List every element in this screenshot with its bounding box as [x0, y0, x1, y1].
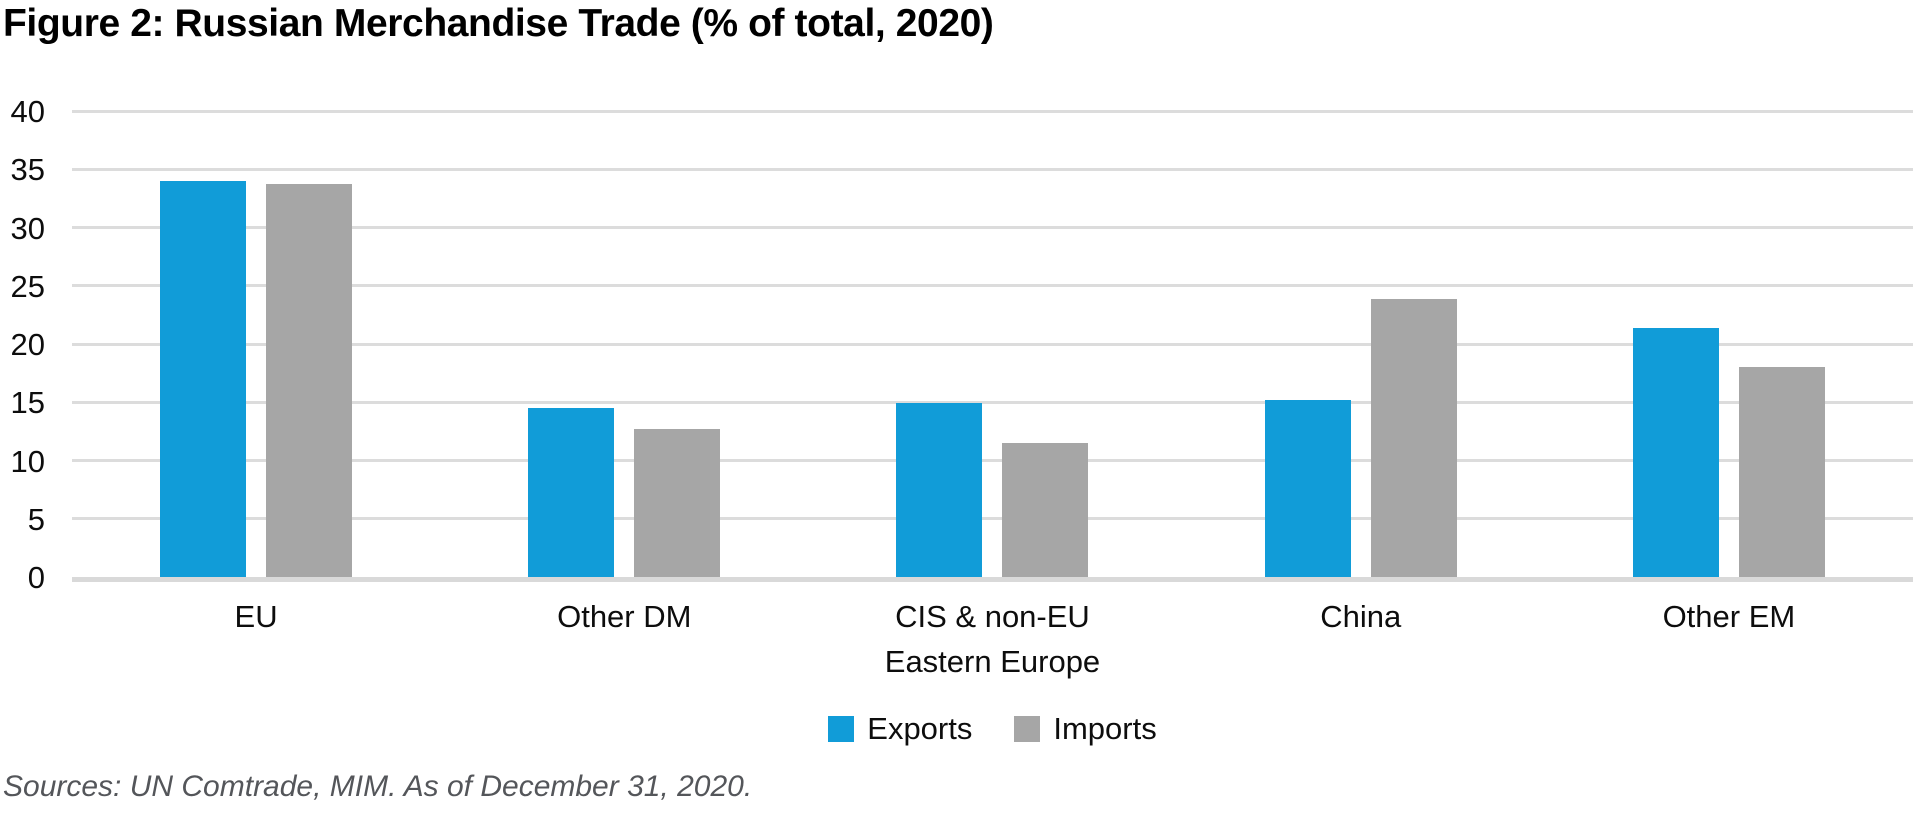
y-tick-label-5: 5	[27, 501, 45, 537]
y-tick-label-10: 10	[10, 443, 45, 479]
x-tick-label-1: EU	[234, 599, 278, 634]
y-tick-label-15: 15	[10, 385, 45, 421]
y-tick-label-35: 35	[10, 152, 45, 188]
gridline-5	[72, 517, 1913, 521]
y-tick-label-40: 40	[10, 94, 45, 129]
gridline-30	[72, 226, 1913, 229]
bar-exports-5	[1632, 327, 1719, 577]
y-axis: 40 35 30 25 20 15 10 5 0	[0, 96, 45, 594]
y-tick-label-20: 20	[10, 327, 45, 362]
bar-exports-1	[160, 180, 247, 577]
bar-group-1	[72, 111, 440, 577]
y-tick-label-30: 30	[10, 210, 45, 246]
legend: Exports Imports	[72, 711, 1913, 747]
bar-exports-2	[528, 408, 615, 577]
x-tick-label-3: CIS & non-EU Eastern Europe	[884, 599, 1101, 679]
bar-imports-5	[1738, 367, 1825, 577]
figure-title: Figure 2: Russian Merchandise Trade (% o…	[3, 2, 994, 45]
bar-group-2	[440, 111, 808, 577]
legend-item-exports: Exports	[828, 711, 972, 747]
x-tick-label-2: Other DM	[557, 599, 692, 634]
bar-imports-3	[1002, 443, 1089, 577]
x-axis-labels: EU Other DM CIS & non-EU Eastern Europe Chi…	[72, 594, 1913, 694]
legend-swatch-exports	[828, 716, 855, 742]
gridline-40	[72, 109, 1913, 113]
bar-group-5	[1545, 111, 1913, 577]
gridline-15	[72, 400, 1913, 404]
gridline-20	[72, 342, 1913, 346]
legend-label-imports: Imports	[1053, 711, 1157, 746]
gridline-35	[72, 167, 1913, 171]
gridline-25	[72, 284, 1913, 288]
x-tick-label-4: China	[1320, 599, 1402, 634]
plot-area	[72, 109, 1913, 582]
y-tick-label-0: 0	[27, 560, 45, 595]
bar-imports-2	[634, 429, 721, 577]
legend-label-exports: Exports	[867, 711, 973, 746]
bar-imports-1	[266, 184, 353, 577]
bar-group-4	[1177, 111, 1545, 577]
bar-exports-3	[896, 403, 983, 577]
bar-exports-4	[1264, 399, 1351, 577]
axis-baseline	[72, 577, 1913, 582]
bar-group-3	[808, 111, 1176, 577]
source-note: Sources: UN Comtrade, MIM. As of Decembe…	[3, 770, 753, 803]
bar-imports-4	[1370, 298, 1457, 577]
legend-item-imports: Imports	[1014, 711, 1157, 747]
gridline-10	[72, 459, 1913, 462]
x-tick-label-5: Other EM	[1662, 599, 1796, 634]
legend-swatch-imports	[1014, 716, 1041, 742]
y-tick-label-25: 25	[10, 268, 45, 304]
